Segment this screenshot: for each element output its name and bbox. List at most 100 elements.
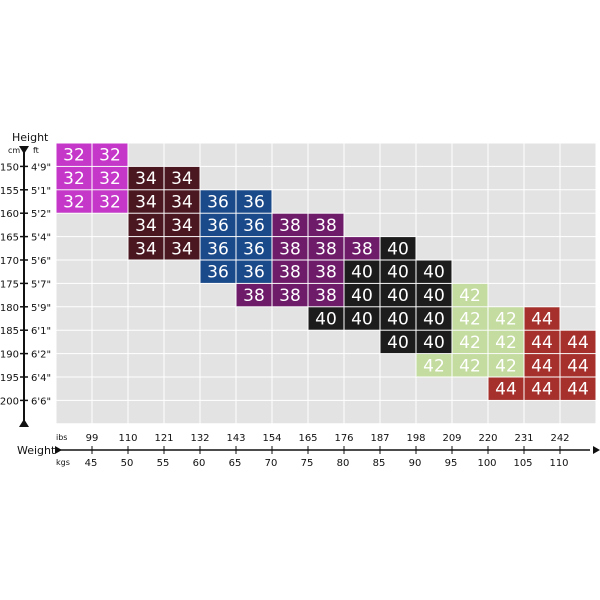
size-label: 36: [243, 216, 265, 236]
size-cell-32: [92, 143, 128, 166]
weight-tick-lbs: 154: [262, 433, 281, 444]
size-label: 44: [567, 333, 589, 353]
size-cell-40: [416, 307, 452, 330]
size-cell-38: [272, 237, 308, 260]
weight-tick-kgs: 65: [229, 458, 242, 469]
size-cell-34: [164, 213, 200, 237]
size-label: 34: [171, 216, 193, 236]
weight-tick-lbs: 132: [190, 433, 209, 444]
size-cell-40: [416, 330, 452, 354]
size-cell-40: [344, 307, 380, 330]
size-label: 40: [351, 286, 373, 306]
size-cell-32: [92, 190, 128, 213]
height-tick-cm: 190: [0, 350, 19, 361]
size-cell-42: [488, 307, 524, 330]
weight-tick-lbs: 231: [514, 433, 533, 444]
height-axis-top-arrow: [19, 146, 29, 154]
height-tick-cm: 150: [0, 162, 19, 173]
weight-tick-kgs: 80: [337, 458, 350, 469]
size-cell-44: [524, 377, 560, 400]
height-axis-title: Height: [12, 131, 49, 144]
size-label: 42: [459, 333, 481, 353]
size-cell-34: [164, 237, 200, 260]
size-label: 32: [63, 193, 85, 213]
size-label: 34: [135, 193, 157, 213]
size-label: 44: [531, 356, 553, 376]
size-label: 34: [135, 216, 157, 236]
weight-tick-lbs: 121: [154, 433, 173, 444]
size-cell-32: [56, 143, 92, 166]
size-cell-42: [452, 283, 488, 307]
height-tick-cm: 155: [0, 186, 19, 197]
size-label: 38: [279, 286, 301, 306]
size-label: 40: [387, 310, 409, 330]
size-label: 32: [63, 146, 85, 166]
height-tick-cm: 195: [0, 373, 19, 384]
size-cell-44: [524, 354, 560, 377]
size-cell-42: [416, 354, 452, 377]
grid: [55, 142, 597, 425]
weight-tick-kgs: 105: [513, 458, 532, 469]
size-cell-40: [380, 307, 416, 330]
size-cell-34: [164, 190, 200, 213]
weight-unit-kgs: kgs: [56, 458, 70, 467]
size-cell-44: [524, 307, 560, 330]
size-cell-40: [380, 237, 416, 260]
size-cell-42: [452, 330, 488, 354]
height-tick-cm: 170: [0, 256, 19, 267]
size-label: 44: [531, 310, 553, 330]
size-label: 38: [279, 263, 301, 283]
size-label: 42: [495, 333, 517, 353]
weight-axis-left-arrow: [55, 446, 62, 454]
height-tick-ft: 5'6": [31, 256, 51, 267]
size-cell-36: [236, 237, 272, 260]
size-cell-44: [488, 377, 524, 400]
size-label: 36: [243, 263, 265, 283]
weight-axis: ibs kgs Weight 99 110 121 132 143 154 165 176 18…: [17, 433, 600, 469]
size-label: 38: [315, 239, 337, 259]
weight-tick-lbs: 165: [298, 433, 317, 444]
size-label: 40: [387, 286, 409, 306]
height-axis: Height cm ft 150 4'9" 155 5'1" 160 5'2" 165 5'4…: [0, 131, 51, 427]
size-cell-34: [128, 190, 164, 213]
height-tick-ft: 5'2": [31, 209, 51, 220]
weight-tick-kgs: 95: [445, 458, 458, 469]
weight-tick-kgs: 90: [409, 458, 422, 469]
height-tick-cm: 175: [0, 279, 19, 290]
size-label: 42: [459, 356, 481, 376]
size-label: 40: [423, 286, 445, 306]
height-tick-ft: 4'9": [31, 162, 51, 173]
height-tick-ft: 6'2": [31, 350, 51, 361]
size-cell-36: [236, 213, 272, 237]
size-cell-42: [488, 354, 524, 377]
weight-tick-kgs: 50: [121, 458, 134, 469]
height-axis-bottom-arrow: [19, 419, 29, 427]
size-cell-42: [488, 330, 524, 354]
size-label: 44: [531, 380, 553, 400]
height-tick-ft: 5'1": [31, 186, 51, 197]
size-label: 32: [63, 169, 85, 189]
size-label: 38: [279, 216, 301, 236]
size-cell-32: [56, 190, 92, 213]
size-label: 42: [423, 356, 445, 376]
weight-axis-right-arrow: [593, 446, 600, 454]
size-cell-38: [308, 260, 344, 283]
size-cell-38: [272, 283, 308, 307]
weight-unit-lbs: ibs: [56, 433, 67, 442]
height-tick-cm: 180: [0, 303, 19, 314]
size-label: 34: [171, 239, 193, 259]
size-label: 38: [351, 239, 373, 259]
size-label: 38: [243, 286, 265, 306]
weight-tick-lbs: 110: [118, 433, 137, 444]
size-label: 38: [315, 286, 337, 306]
size-label: 44: [567, 356, 589, 376]
height-tick-cm: 160: [0, 209, 19, 220]
size-label: 34: [135, 239, 157, 259]
weight-tick-lbs: 198: [406, 433, 425, 444]
size-label: 38: [315, 263, 337, 283]
size-cell-44: [560, 354, 596, 377]
size-cell-38: [272, 260, 308, 283]
weight-tick-kgs: 60: [193, 458, 206, 469]
size-label: 38: [315, 216, 337, 236]
